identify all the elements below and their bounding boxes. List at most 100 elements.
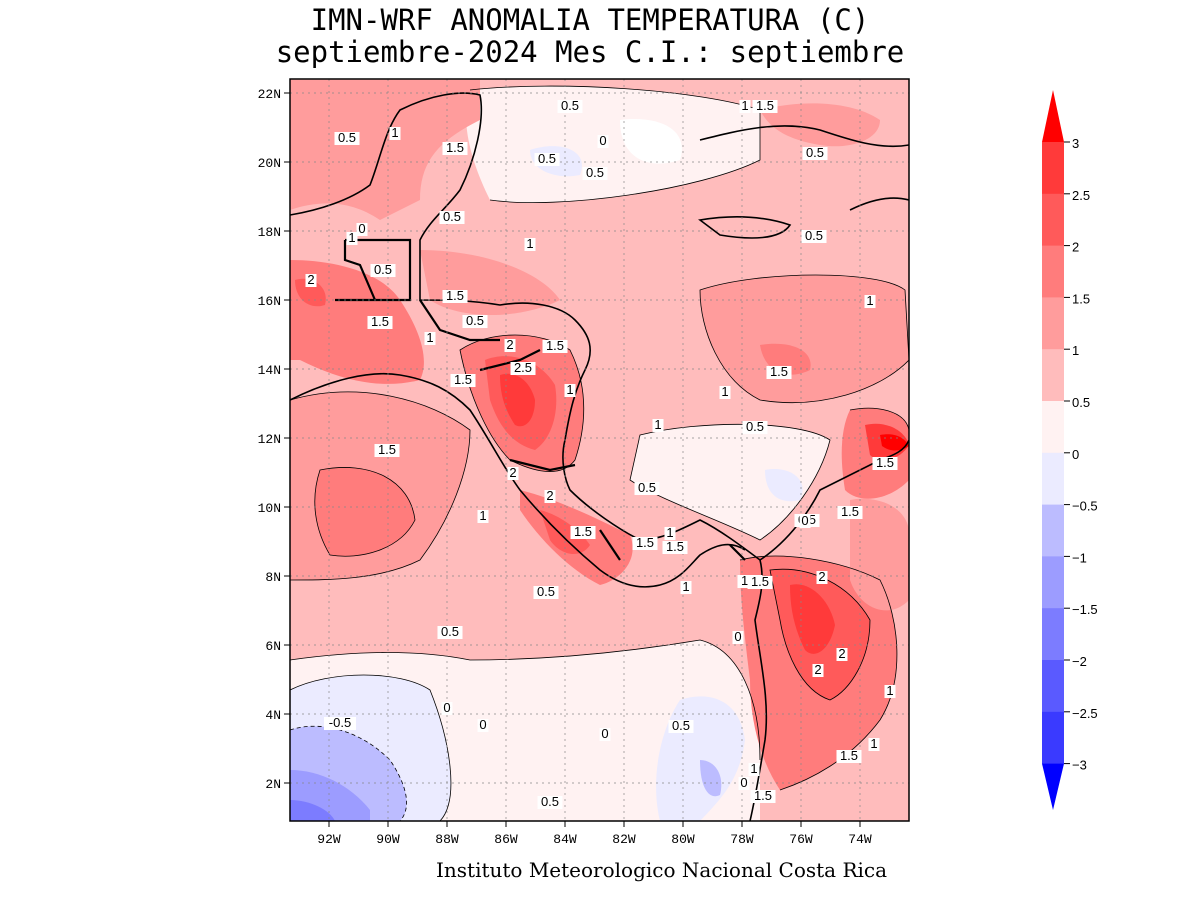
colorbar-label: −1 xyxy=(1072,550,1087,565)
contour-label: 0.5 xyxy=(672,718,690,733)
contour-label-bg xyxy=(662,541,688,554)
contour-label: 0 xyxy=(601,726,608,741)
contour-label-bg xyxy=(836,648,848,661)
contour-label: 0 xyxy=(443,700,450,715)
colorbar-swatch xyxy=(1042,711,1064,765)
map-frame xyxy=(289,78,910,822)
contour-label: 1.5 xyxy=(574,524,592,539)
x-tick-label: 74W xyxy=(848,832,872,847)
colorbar-swatch xyxy=(1042,660,1064,713)
colorbar-label: 2.5 xyxy=(1072,188,1090,203)
colorbar-swatch xyxy=(1042,452,1064,506)
contour-label-bg xyxy=(634,482,660,495)
colorbar-label: −2 xyxy=(1072,654,1087,669)
colorbar-label: −3 xyxy=(1072,758,1087,773)
y-tick-label: 22N xyxy=(258,87,281,102)
contour-label-bg xyxy=(884,685,896,698)
contour-label-bg xyxy=(346,232,358,245)
colorbar-swatch xyxy=(1042,142,1064,195)
contour-label-bg xyxy=(439,211,465,224)
contour-label-bg xyxy=(441,702,453,715)
contour-label-bg xyxy=(799,515,811,528)
colorbar-swatch xyxy=(1042,504,1064,557)
contour-label: 2 xyxy=(818,569,825,584)
contour-label-bg xyxy=(533,586,559,599)
contour-label-bg xyxy=(442,142,468,155)
contour-label: 1 xyxy=(566,382,573,397)
x-tick-label: 76W xyxy=(789,832,813,847)
contour-label-bg xyxy=(507,467,519,480)
colorbar-label: 2 xyxy=(1072,240,1079,255)
contour-label: 0.5 xyxy=(538,151,556,166)
contour-label: 1.5 xyxy=(636,535,654,550)
colorbar-swatch xyxy=(1042,556,1064,609)
contour-label-bg xyxy=(534,153,560,166)
x-tick-label: 82W xyxy=(612,832,636,847)
colorbar-swatch xyxy=(1042,245,1064,298)
contour-label-bg xyxy=(582,167,608,180)
contour-label-bg xyxy=(801,230,827,243)
y-tick-label: 12N xyxy=(258,432,281,447)
contour-label-bg xyxy=(752,100,778,113)
contour-label-bg xyxy=(356,223,368,236)
contour-label: 1.5 xyxy=(754,788,772,803)
contour-label: 1.5 xyxy=(876,455,894,470)
contour-label-bg xyxy=(544,490,556,503)
contour-label: 0 xyxy=(479,717,486,732)
y-tick-label: 4N xyxy=(265,708,281,723)
contour-label: 1.5 xyxy=(371,314,389,329)
contour-label: 1.5 xyxy=(840,748,858,763)
contour-label: 1.5 xyxy=(841,504,859,519)
contour-label: 0.5 xyxy=(537,584,555,599)
gridlines xyxy=(290,79,909,821)
contour-label: 0.5 xyxy=(466,313,484,328)
tick-marks xyxy=(284,92,861,827)
contour-label: 0.5 xyxy=(441,624,459,639)
contour-label-bg xyxy=(477,719,489,732)
contour-label-layer: 0.5 1 1.5 0.5 0 0.5 0.5 1 1.5 0.5 1 0 0.5 0.5 1 0.5 2 1.5… xyxy=(305,98,898,809)
contour-label-bg xyxy=(652,419,664,432)
y-tick-label: 14N xyxy=(258,363,281,378)
contour-label: 1 xyxy=(886,683,893,698)
map-fill-layer xyxy=(290,79,909,821)
colorbar-label: −0.5 xyxy=(1072,499,1098,514)
colorbar-labels: 3 2.5 2 1.5 1 0.5 0 −0.5 −1 −1.5 −2 −2.5 −3 xyxy=(1064,136,1098,773)
contour-label: -0.5 xyxy=(329,715,351,730)
colorbar-label: 1.5 xyxy=(1072,291,1090,306)
colorbar-swatch xyxy=(1042,297,1064,350)
contour-label-bg xyxy=(367,316,393,329)
contour-label-bg xyxy=(597,135,609,148)
contour-label-bg xyxy=(664,527,676,540)
country-borders xyxy=(335,238,746,561)
x-tick-label: 88W xyxy=(435,832,459,847)
contour-label: 1 xyxy=(391,125,398,140)
y-tick-label: 20N xyxy=(258,156,281,171)
contour-label-bg xyxy=(542,340,568,353)
contour-label-bg xyxy=(750,790,776,803)
contour-label-bg xyxy=(668,720,694,733)
contour-label: 0 xyxy=(740,775,747,790)
colorbar-label: 3 xyxy=(1072,136,1079,151)
contour-label: 0.5 xyxy=(541,794,559,809)
contour-label: 0.5 xyxy=(586,165,604,180)
contour-label: 0.5 xyxy=(746,419,764,434)
contour-label-bg xyxy=(599,728,611,741)
contour-label: 1 xyxy=(526,236,533,251)
contour-label-bg xyxy=(370,264,396,277)
contour-label-bg xyxy=(738,777,750,790)
contour-label-bg xyxy=(816,571,828,584)
contour-label: 2 xyxy=(814,662,821,677)
contour-label: 0.5 xyxy=(374,262,392,277)
contour-label: 1.5 xyxy=(546,338,564,353)
contour-label: 1.5 xyxy=(454,372,472,387)
contour-label-bg xyxy=(719,386,731,399)
contour-label-bg xyxy=(389,127,401,140)
contour-label-bg xyxy=(837,506,863,519)
colorbar-swatch xyxy=(1042,608,1064,661)
contour-label: 2.5 xyxy=(514,360,532,375)
colorbar-label: −1.5 xyxy=(1072,602,1098,617)
contour-label-bg xyxy=(812,664,824,677)
contour-label-bg xyxy=(450,374,476,387)
